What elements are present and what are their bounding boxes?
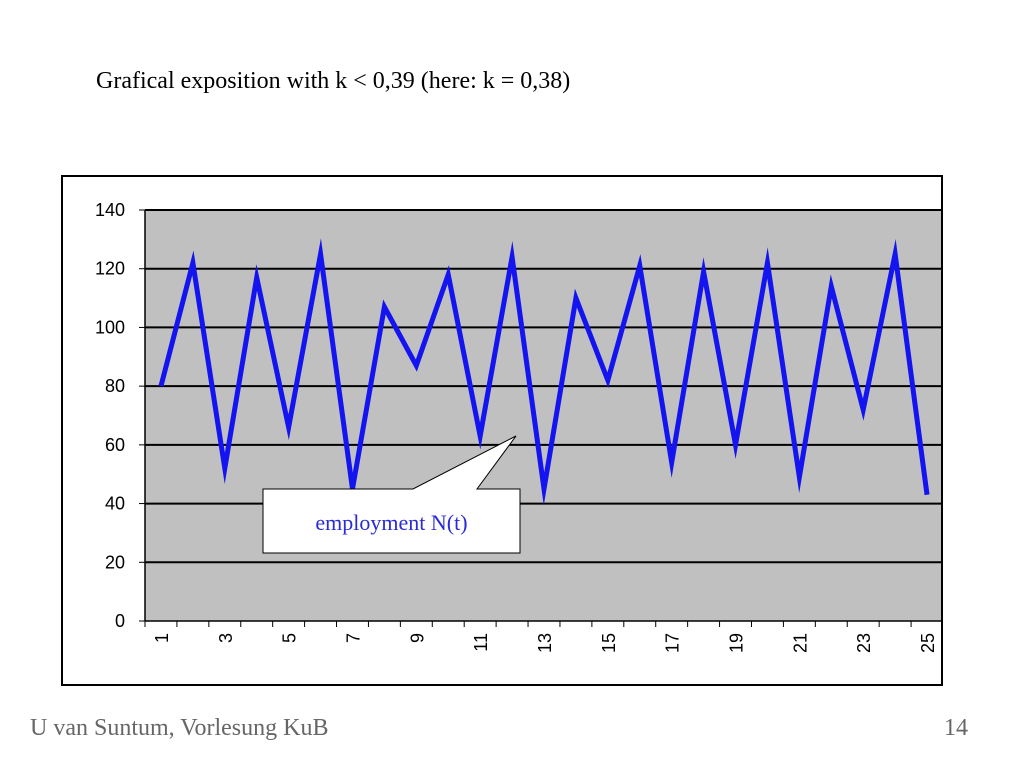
x-tick-label: 19 <box>727 633 747 653</box>
y-tick-label: 140 <box>95 200 125 220</box>
y-tick-label: 0 <box>115 611 125 631</box>
x-tick-label: 17 <box>663 633 683 653</box>
x-tick-label: 13 <box>535 633 555 653</box>
y-tick-label: 20 <box>105 552 125 572</box>
x-tick-label: 21 <box>790 633 810 653</box>
x-tick-label: 9 <box>407 633 427 643</box>
x-tick-label: 25 <box>918 633 938 653</box>
annotation-label: employment N(t) <box>315 510 467 535</box>
x-tick-label: 5 <box>280 633 300 643</box>
y-tick-label: 100 <box>95 317 125 337</box>
plot-area <box>145 210 941 621</box>
x-tick-label: 1 <box>152 633 172 643</box>
y-tick-label: 80 <box>105 376 125 396</box>
annotation-callout <box>262 435 521 554</box>
y-tick-label: 40 <box>105 494 125 514</box>
x-tick-label: 11 <box>471 633 491 652</box>
x-tick-label: 23 <box>854 633 874 653</box>
chart-frame: 0 20 40 60 80 100 120 140 1 3 5 7 9 11 13 15 17 19 21 23 25 e… <box>61 175 943 686</box>
footer-author: U van Suntum, Vorlesung KuB <box>30 715 329 741</box>
page-number: 14 <box>944 715 968 741</box>
x-tick-label: 7 <box>343 633 363 643</box>
y-tick-label: 60 <box>105 435 125 455</box>
slide-title: Grafical exposition with k < 0,39 (here:… <box>96 68 571 94</box>
y-tick-label: 120 <box>95 259 125 279</box>
x-tick-label: 15 <box>599 633 619 653</box>
x-tick-label: 3 <box>216 633 236 643</box>
